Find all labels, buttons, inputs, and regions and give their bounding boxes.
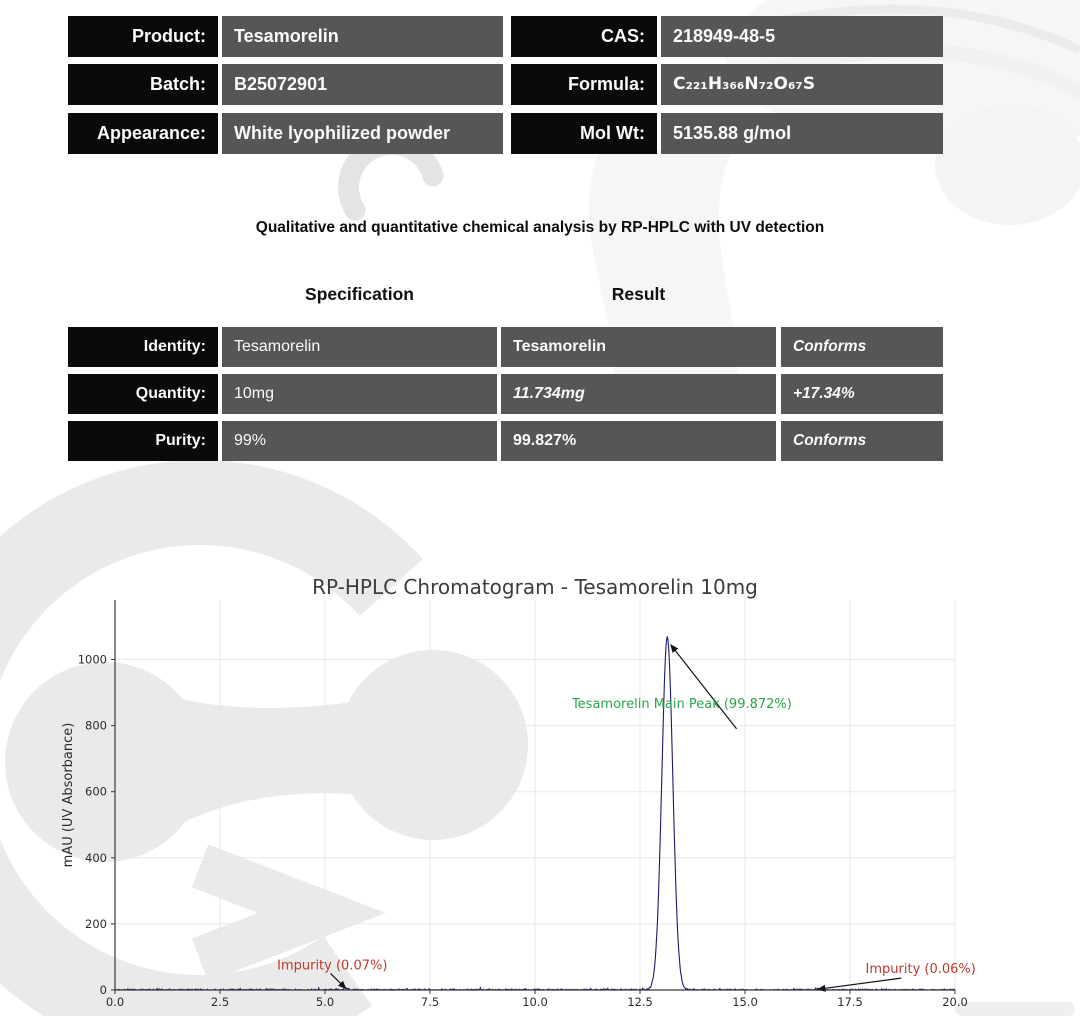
specification-column-header: Specification	[305, 284, 414, 304]
logo-dumbbell-right	[338, 650, 528, 840]
y-tick-label: 0	[100, 983, 107, 997]
cas-label: CAS:	[511, 16, 657, 57]
quantity-result: 11.734mg	[501, 374, 776, 414]
molwt-value: 5135.88 g/mol	[661, 113, 943, 154]
x-tick-label: 0.0	[106, 995, 124, 1009]
silk-blob-bottom-right	[955, 1002, 1075, 1016]
x-tick-label: 12.5	[627, 995, 653, 1009]
analysis-method-note: Qualitative and quantitative chemical an…	[255, 219, 825, 236]
x-tick-label: 20.0	[942, 995, 968, 1009]
identity-result: Tesamorelin	[501, 327, 776, 367]
batch-label: Batch:	[68, 64, 218, 105]
y-tick-label: 800	[85, 719, 107, 733]
silk-crescent	[338, 133, 444, 221]
quantity-status: +17.34%	[781, 374, 943, 414]
x-tick-label: 7.5	[421, 995, 439, 1009]
appearance-label: Appearance:	[68, 113, 218, 154]
purity-specification: 99%	[222, 421, 497, 461]
annotation-text: Impurity (0.07%)	[277, 959, 387, 974]
appearance-value: White lyophilized powder	[222, 113, 503, 154]
purity-result: 99.827%	[501, 421, 776, 461]
formula-value: C₂₂₁H₃₆₆N₇₂O₆₇S	[661, 64, 943, 105]
x-tick-label: 15.0	[732, 995, 758, 1009]
chart-title: RP-HPLC Chromatogram - Tesamorelin 10mg	[312, 575, 758, 599]
y-tick-label: 200	[85, 917, 107, 931]
purity-label: Purity:	[68, 421, 218, 461]
silk-blob-right	[935, 105, 1080, 225]
batch-value: B25072901	[222, 64, 503, 105]
y-axis-label: mAU (UV Absorbance)	[61, 723, 76, 868]
x-tick-label: 5.0	[316, 995, 334, 1009]
annotation-text: Tesamorelin Main Peak (99.872%)	[571, 697, 792, 712]
identity-status: Conforms	[781, 327, 943, 367]
logo-chevron	[191, 844, 386, 982]
x-tick-label: 2.5	[211, 995, 229, 1009]
annotation-arrow	[670, 644, 738, 730]
molwt-label: Mol Wt:	[511, 113, 657, 154]
annotation-text: Impurity (0.06%)	[866, 962, 976, 977]
chromatogram-chart: 0.0 2.5 5.0 7.5 10.0 12.5 15.0 17.5 20.0 0 200 400 6…	[61, 575, 976, 1009]
x-tick-label: 17.5	[837, 995, 863, 1009]
y-tick-label: 1000	[78, 652, 107, 666]
result-column-header: Result	[611, 284, 666, 304]
product-label: Product:	[68, 16, 218, 57]
formula-label: Formula:	[511, 64, 657, 105]
purity-status: Conforms	[781, 421, 943, 461]
cas-value: 218949-48-5	[661, 16, 943, 57]
y-tick-label: 600	[85, 785, 107, 799]
annotation-arrow	[330, 973, 347, 990]
x-tick-label: 10.0	[522, 995, 548, 1009]
identity-label: Identity:	[68, 327, 218, 367]
quantity-label: Quantity:	[68, 374, 218, 414]
logo-dumbbell-left	[5, 662, 205, 862]
y-tick-label: 400	[85, 851, 107, 865]
quantity-specification: 10mg	[222, 374, 497, 414]
product-value: Tesamorelin	[222, 16, 503, 57]
annotation-arrow	[817, 977, 902, 992]
identity-specification: Tesamorelin	[222, 327, 497, 367]
